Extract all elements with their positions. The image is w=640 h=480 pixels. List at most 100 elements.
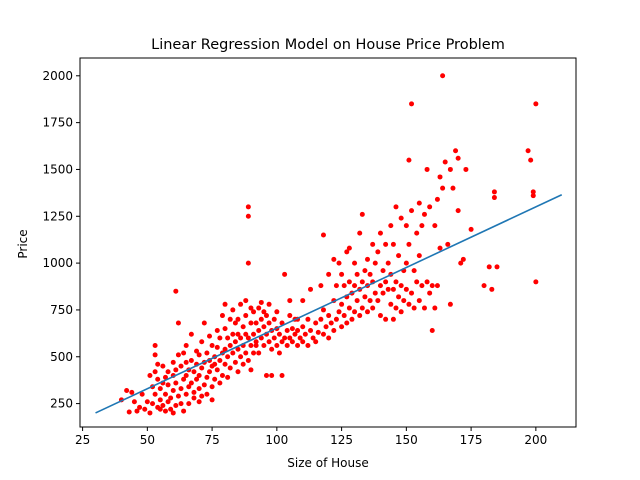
data-point	[165, 369, 171, 375]
data-point	[491, 189, 497, 195]
data-point	[424, 279, 430, 285]
data-point	[243, 331, 249, 337]
data-point	[295, 343, 301, 349]
x-tick-label: 150	[395, 433, 418, 447]
data-point	[411, 268, 417, 274]
data-point	[162, 408, 168, 414]
data-point	[326, 335, 332, 341]
data-point	[204, 374, 210, 380]
data-point	[489, 286, 495, 292]
data-point	[266, 320, 272, 326]
data-point	[183, 359, 189, 365]
data-point	[287, 335, 293, 341]
plot-frame	[79, 57, 577, 428]
data-point	[124, 387, 130, 393]
data-point	[227, 365, 233, 371]
data-point	[333, 316, 339, 322]
data-point	[214, 328, 220, 334]
data-point	[142, 406, 148, 412]
data-point	[481, 283, 487, 289]
data-point	[129, 389, 135, 395]
data-point	[243, 350, 249, 356]
data-point	[150, 401, 156, 407]
data-point	[440, 185, 446, 191]
data-point	[258, 299, 264, 305]
data-point	[455, 155, 461, 161]
data-point	[178, 363, 184, 369]
data-point	[393, 279, 399, 285]
y-axis-ticks: 250 500 750 1000 1250 1500 1750 2000	[42, 69, 80, 411]
data-point	[393, 305, 399, 311]
data-point	[352, 283, 358, 289]
x-tick-label: 100	[265, 433, 288, 447]
data-point	[333, 283, 339, 289]
data-point	[530, 193, 536, 199]
data-point	[388, 301, 394, 307]
data-point	[328, 320, 334, 326]
data-point	[284, 328, 290, 334]
data-point	[320, 331, 326, 337]
data-point	[217, 358, 223, 364]
x-tick-label: 50	[140, 433, 155, 447]
data-point	[383, 316, 389, 322]
data-point	[263, 372, 269, 378]
data-point	[170, 410, 176, 416]
data-point	[458, 260, 464, 266]
data-point	[341, 283, 347, 289]
data-point	[155, 361, 161, 367]
y-tick-label: 1250	[42, 209, 73, 223]
data-point	[191, 369, 197, 375]
data-point	[157, 406, 163, 412]
data-point	[401, 298, 407, 304]
data-point	[235, 369, 241, 375]
data-point	[357, 230, 363, 236]
data-point	[183, 391, 189, 397]
data-point	[305, 316, 311, 322]
data-point	[207, 333, 213, 339]
data-point	[282, 335, 288, 341]
data-point	[320, 232, 326, 238]
data-point	[398, 283, 404, 289]
data-point	[183, 372, 189, 378]
data-point	[232, 359, 238, 365]
data-point	[447, 166, 453, 172]
data-point	[398, 215, 404, 221]
data-point	[279, 339, 285, 345]
data-point	[230, 331, 236, 337]
y-tick-label: 750	[50, 303, 73, 317]
data-point	[308, 328, 314, 334]
data-point	[175, 393, 181, 399]
data-point	[339, 271, 345, 277]
data-point	[170, 387, 176, 393]
data-point	[139, 391, 145, 397]
data-point	[181, 376, 187, 382]
data-point	[427, 204, 433, 210]
data-point	[414, 279, 420, 285]
data-point	[160, 363, 166, 369]
data-point	[199, 365, 205, 371]
data-point	[196, 352, 202, 358]
data-point	[276, 331, 282, 337]
x-tick-label: 175	[460, 433, 483, 447]
data-point	[173, 380, 179, 386]
data-point	[251, 331, 257, 337]
data-point	[421, 211, 427, 217]
data-point	[445, 241, 451, 247]
data-point	[261, 309, 267, 315]
data-point	[344, 249, 350, 255]
data-point	[300, 298, 306, 304]
data-point	[390, 286, 396, 292]
data-point	[346, 305, 352, 311]
data-point	[419, 223, 425, 229]
data-point	[359, 279, 365, 285]
data-point	[460, 256, 466, 262]
data-point	[313, 320, 319, 326]
data-point	[173, 402, 179, 408]
data-point	[383, 241, 389, 247]
data-point	[243, 298, 249, 304]
data-point	[238, 354, 244, 360]
data-point	[230, 307, 236, 313]
x-axis-ticks: 25 50 75 100 125 150 175 200	[75, 427, 547, 447]
